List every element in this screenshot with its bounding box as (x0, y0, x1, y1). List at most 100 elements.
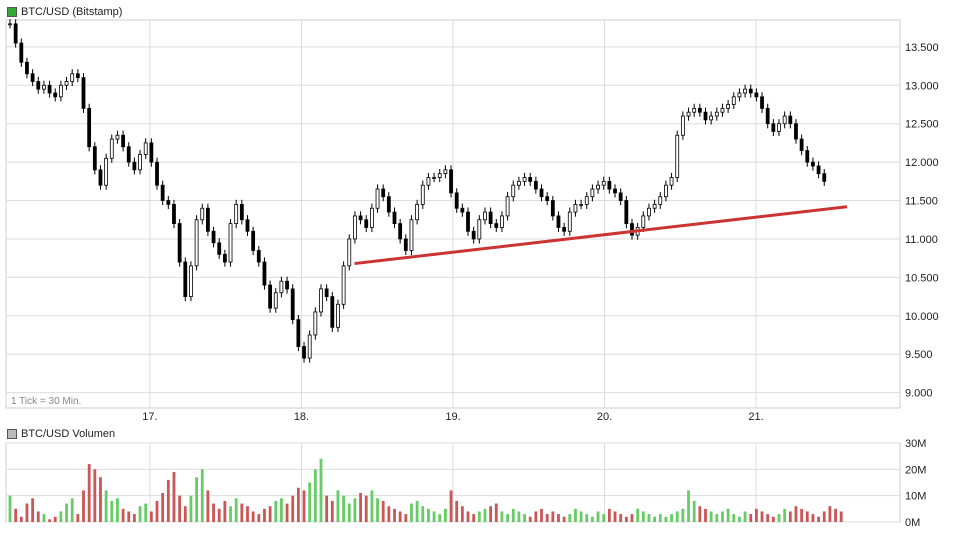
price-candle (720, 103, 725, 117)
price-candle (206, 203, 210, 236)
volume-bar (223, 500, 227, 522)
y-tick-label: 10.000 (905, 311, 939, 323)
volume-bar (777, 514, 781, 522)
price-candle (262, 257, 267, 290)
price-candle (437, 169, 442, 183)
price-candle (533, 176, 538, 194)
volume-bar (472, 514, 476, 522)
price-candle (765, 103, 770, 129)
main-legend-swatch (7, 7, 17, 17)
volume-bar (398, 511, 402, 522)
price-candle (160, 180, 165, 206)
volume-bar (681, 508, 685, 522)
price-candle (19, 38, 24, 67)
volume-bar (65, 503, 68, 522)
x-tick-label: 19. (445, 411, 460, 423)
price-candle (550, 195, 555, 221)
price-candle (522, 172, 527, 186)
price-candle (369, 203, 374, 233)
volume-bar (251, 511, 255, 522)
price-candle (743, 84, 747, 98)
price-candle (539, 184, 544, 202)
price-candle (81, 73, 86, 113)
price-candle (234, 199, 239, 229)
volume-bar (421, 506, 425, 522)
volume-bar (551, 511, 555, 522)
price-candle (545, 192, 550, 206)
price-candle (624, 195, 629, 229)
price-candle (805, 146, 810, 167)
price-candle (697, 103, 702, 117)
x-axis: 17. 18. 19. 20. 21. (142, 411, 763, 423)
price-candle (692, 103, 697, 117)
price-candle (70, 69, 75, 87)
volume-legend: BTC/USD Volumen (7, 428, 115, 440)
volume-bar (8, 495, 12, 522)
volume-bar (59, 511, 63, 522)
volume-bar (308, 482, 312, 522)
price-candle (353, 211, 357, 244)
price-candle (794, 119, 798, 144)
price-candle (675, 130, 680, 183)
y-tick-label: 12.500 (905, 119, 939, 131)
volume-bar (738, 516, 741, 522)
price-candle (307, 330, 312, 363)
price-candle (567, 207, 572, 236)
y-tick-label: 13.500 (905, 42, 939, 54)
volume-bar (195, 477, 198, 522)
price-candle (228, 218, 233, 267)
volume-legend-swatch (7, 429, 17, 439)
volume-bar (715, 514, 719, 522)
price-candle (47, 80, 52, 98)
price-candle (64, 76, 69, 90)
volume-bar (591, 516, 594, 522)
volume-bar (828, 506, 832, 522)
price-candle (822, 169, 827, 186)
price-candle (420, 180, 425, 210)
price-candle (562, 222, 567, 236)
price-candle (279, 276, 284, 298)
price-candle (381, 184, 386, 202)
volume-y-axis: 30M 20M 10M 0M (905, 438, 926, 529)
volume-bar (217, 508, 221, 522)
price-candle (409, 215, 414, 256)
volume-tick-label: 30M (905, 438, 926, 450)
price-candle (505, 192, 510, 221)
y-tick-label: 9.000 (905, 388, 933, 400)
price-candle (87, 103, 92, 152)
price-candle (731, 92, 736, 110)
volume-bar (557, 514, 560, 522)
volume-bar (296, 487, 300, 522)
volume-bar (460, 506, 464, 522)
volume-bar (540, 508, 543, 522)
price-candle (189, 261, 193, 302)
price-candle (618, 188, 623, 206)
volume-bar (127, 511, 131, 522)
x-tick-label: 18. (294, 411, 309, 423)
volume-bar (76, 514, 80, 522)
price-candle (511, 180, 516, 202)
volume-bar (234, 498, 238, 522)
price-candle (364, 215, 369, 233)
price-candle (737, 88, 742, 102)
volume-bar (817, 516, 820, 522)
price-series (8, 19, 827, 363)
price-candle (217, 238, 222, 259)
volume-bar (359, 493, 362, 522)
price-candle (347, 234, 352, 271)
volume-bar (246, 506, 249, 522)
volume-bar (240, 503, 244, 522)
volume-bar (325, 495, 329, 522)
volume-bar (455, 500, 459, 522)
price-candle (200, 203, 205, 225)
volume-bar (743, 511, 747, 522)
price-candle (104, 153, 109, 190)
volume-bar (285, 503, 289, 522)
volume-bar (675, 511, 679, 522)
volume-bar (483, 508, 487, 522)
volume-tick-label: 10M (905, 491, 926, 503)
volume-bar (709, 511, 713, 522)
price-candle (658, 192, 663, 210)
volume-bar (393, 508, 396, 522)
price-candle (42, 80, 46, 94)
